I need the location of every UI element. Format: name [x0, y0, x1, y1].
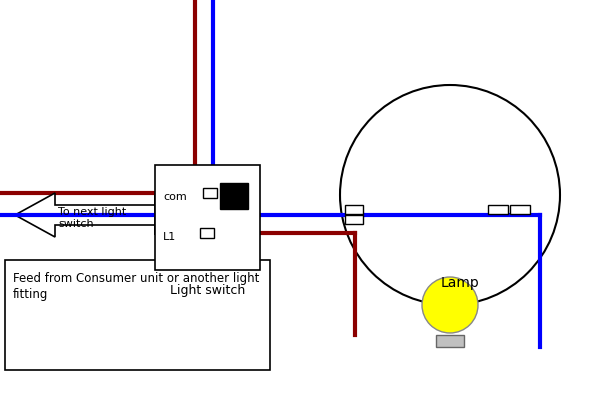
Bar — [510, 205, 530, 214]
Bar — [5, 260, 270, 370]
Bar — [200, 228, 214, 238]
Polygon shape — [15, 193, 155, 237]
Text: Lamp: Lamp — [440, 276, 479, 290]
Bar — [436, 335, 464, 347]
Circle shape — [340, 85, 560, 305]
Circle shape — [422, 277, 478, 333]
Bar — [203, 188, 217, 198]
Text: Light switch: Light switch — [170, 284, 245, 297]
Bar — [488, 205, 508, 214]
Text: L1: L1 — [163, 232, 176, 242]
Bar — [155, 165, 260, 270]
Text: com: com — [163, 192, 187, 202]
Text: Feed from Consumer unit or another light: Feed from Consumer unit or another light — [13, 272, 259, 285]
Text: To next light: To next light — [58, 207, 126, 217]
Bar — [220, 183, 248, 209]
Text: switch: switch — [58, 219, 94, 229]
Bar — [345, 205, 363, 214]
Text: fitting: fitting — [13, 288, 49, 301]
Bar — [345, 215, 363, 224]
